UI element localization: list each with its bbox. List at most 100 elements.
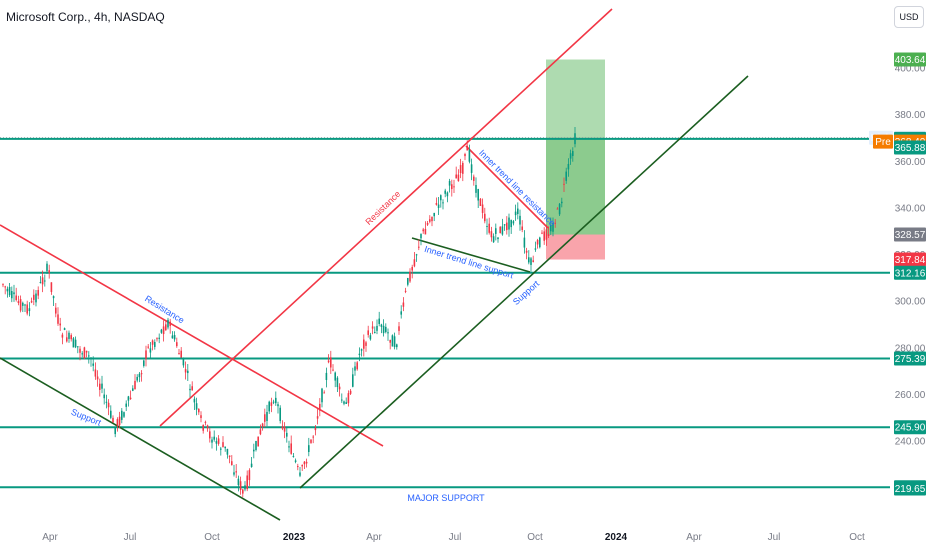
candle-body (442, 202, 444, 204)
candle-body (429, 219, 431, 222)
candle-body (563, 183, 565, 185)
price-badge-label: 317.84 (895, 255, 926, 266)
candle-body (127, 396, 130, 401)
candle-body (345, 402, 347, 404)
candle-body (310, 439, 312, 443)
currency-button[interactable]: USD (894, 6, 924, 28)
candle-body (259, 429, 262, 435)
candle-body (8, 287, 11, 296)
candle-body (415, 254, 418, 256)
y-tick-label: 340.00 (895, 203, 926, 214)
candle-body (352, 374, 354, 387)
candle-body (321, 388, 323, 403)
candle-body (250, 463, 253, 468)
y-tick-label: 300.00 (895, 297, 926, 308)
candle-body (129, 397, 132, 400)
candle-body (22, 302, 24, 306)
descending-resistance-line (0, 224, 384, 447)
candle-body (490, 231, 493, 238)
candle-body (202, 424, 204, 431)
candle-body (305, 461, 308, 464)
candle-body (308, 445, 310, 452)
candle-body (288, 446, 290, 448)
candle-body (171, 335, 174, 339)
x-tick-label: Apr (42, 532, 58, 543)
x-tick-label: Jul (124, 532, 137, 543)
price-badge-label: 245.90 (895, 423, 926, 434)
candle-body (466, 145, 468, 151)
x-tick-label: Oct (204, 532, 220, 543)
ascending-support-line (299, 75, 749, 489)
x-tick-label: Oct (849, 532, 865, 543)
candle-body (233, 472, 235, 475)
candle-body (162, 326, 165, 335)
candle-body (88, 355, 90, 357)
candle-body (77, 346, 79, 348)
time-axis[interactable]: Apr Jul Oct 2023 Apr Jul Oct 2024 Apr Jul Oct (42, 532, 865, 543)
y-tick-label: 360.00 (895, 157, 926, 168)
candle-body (85, 350, 88, 353)
candle-body (134, 380, 136, 390)
price-badge-label: 328.57 (895, 230, 926, 241)
candle-body (444, 190, 446, 194)
candle-body (451, 184, 453, 190)
candle-body (572, 151, 574, 156)
candle-body (154, 342, 156, 347)
candle-body (479, 198, 482, 206)
candle-body (99, 383, 101, 390)
candle-body (209, 431, 211, 439)
candle-body (270, 402, 273, 406)
price-badge (894, 481, 926, 496)
candle-body (275, 397, 277, 404)
candle-body (26, 304, 28, 314)
candle-body (437, 204, 440, 208)
candle-body (17, 301, 20, 303)
candle-body (46, 263, 48, 272)
candle-body (556, 208, 559, 210)
candle-body (343, 401, 345, 404)
candle-body (90, 358, 92, 360)
candle-body (312, 436, 314, 438)
price-axis[interactable]: 240.00260.00280.00300.00320.00340.00360.… (869, 52, 926, 496)
x-tick-label: 2023 (283, 532, 306, 543)
candle-body (367, 330, 369, 335)
candle-body (66, 337, 68, 342)
candle-body (187, 370, 189, 374)
candle-body (193, 398, 196, 403)
candle-body (246, 475, 248, 490)
candle-body (231, 461, 233, 466)
candle-body (272, 401, 275, 403)
candle-body (248, 470, 251, 481)
x-tick-label: Oct (527, 532, 543, 543)
candle-body (382, 325, 385, 334)
candle-body (407, 278, 409, 285)
candle-body (558, 203, 561, 215)
candle-body (341, 399, 343, 401)
candle-body (420, 234, 422, 239)
candle-body (2, 284, 4, 286)
candle-body (290, 443, 292, 454)
price-badge (894, 52, 926, 67)
candle-body (448, 180, 451, 186)
candle-body (74, 339, 77, 348)
price-badge (894, 351, 926, 366)
candle-body (396, 344, 398, 348)
stop-zone (546, 234, 605, 260)
candle-body (517, 208, 519, 215)
candle-body (409, 271, 411, 282)
candle-body (79, 348, 81, 353)
candle-body (48, 270, 50, 273)
candle-body (349, 390, 352, 394)
candle-body (336, 377, 339, 388)
candle-body (44, 280, 46, 282)
candle-body (424, 228, 427, 235)
candle-body (244, 485, 246, 490)
annotation-label: Support (511, 278, 541, 307)
candle-body (365, 342, 367, 346)
candle-body (92, 363, 94, 366)
candle-body (105, 401, 108, 403)
candle-body (140, 373, 143, 375)
candle-body (195, 403, 198, 410)
